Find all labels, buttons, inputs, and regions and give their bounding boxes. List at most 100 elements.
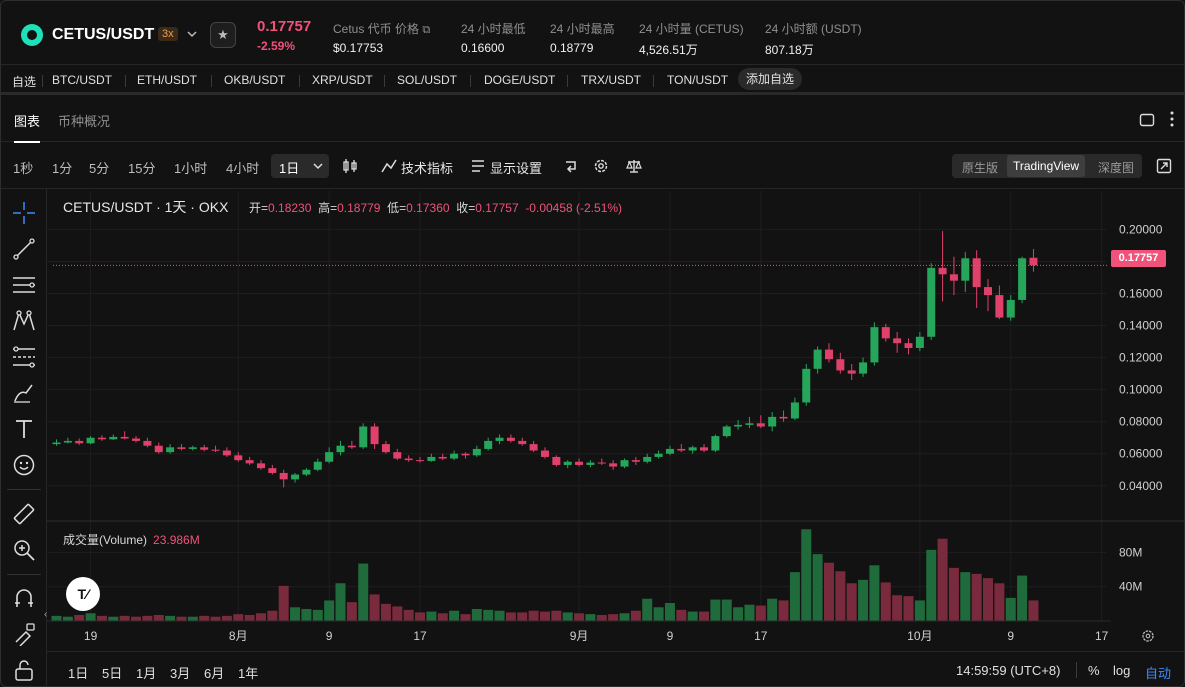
indicators-icon[interactable]: [381, 158, 397, 174]
volume-bar: [914, 600, 925, 621]
range-6m[interactable]: 6月: [204, 666, 225, 681]
drawing-tools: [1, 189, 47, 686]
timeframe-4h[interactable]: 4小时: [226, 161, 260, 176]
tradingview-logo-icon[interactable]: T⁄: [66, 577, 100, 611]
volume-bar: [869, 565, 880, 621]
view-depth-button[interactable]: 深度图: [1098, 161, 1135, 175]
candle-body: [75, 440, 84, 444]
window-mode-icon[interactable]: [1139, 113, 1155, 127]
favorite-item[interactable]: XRP/USDT: [312, 73, 373, 87]
percent-toggle[interactable]: %: [1088, 663, 1100, 678]
divider: [211, 75, 212, 87]
undo-icon[interactable]: [563, 158, 579, 174]
display-settings-icon[interactable]: [470, 158, 486, 174]
favorite-item[interactable]: TRX/USDT: [581, 73, 641, 87]
more-options-icon[interactable]: [1169, 110, 1175, 128]
view-tradingview-button[interactable]: TradingView: [1007, 155, 1086, 177]
timeframe-select[interactable]: 1日: [271, 154, 329, 178]
text-tool-icon[interactable]: [12, 417, 36, 441]
lock-drawing-icon[interactable]: [12, 622, 36, 646]
volume-bar: [778, 600, 789, 621]
volume-bar: [789, 572, 800, 621]
axis-settings-icon[interactable]: [1142, 630, 1154, 642]
range-1d[interactable]: 1日: [68, 666, 89, 681]
volume-bar: [903, 596, 914, 621]
time-axis[interactable]: 19 8月 9 17 9月 9 17 10月 9 17: [84, 629, 1109, 643]
volume-bar: [176, 616, 187, 621]
scale-icon[interactable]: [626, 158, 642, 174]
range-1y[interactable]: 1年: [238, 666, 259, 681]
favorite-item[interactable]: OKB/USDT: [224, 73, 286, 87]
range-1m[interactable]: 1月: [136, 666, 157, 681]
lock-icon[interactable]: [12, 658, 36, 682]
candle-body: [86, 437, 95, 444]
view-native-button[interactable]: 原生版: [962, 161, 999, 175]
divider: [7, 574, 41, 575]
emoji-icon[interactable]: [12, 453, 36, 477]
volume-bar: [823, 562, 834, 621]
candle-type-icon[interactable]: [342, 158, 358, 174]
favorites-label[interactable]: 自选: [12, 75, 37, 89]
volume-bar: [960, 572, 971, 621]
timeframe-15m[interactable]: 15分: [128, 161, 156, 176]
volume-bar: [471, 609, 482, 621]
ruler-icon[interactable]: [12, 502, 36, 526]
candle-body: [881, 327, 890, 339]
fullscreen-icon[interactable]: [1156, 158, 1172, 174]
favorite-item[interactable]: BTC/USDT: [52, 73, 112, 87]
price-tick-label: 0.06000: [1119, 447, 1163, 461]
candles: [52, 231, 1038, 488]
candle-body: [438, 456, 447, 459]
horizontal-lines-icon[interactable]: [12, 273, 36, 297]
price-change: -2.59%: [257, 39, 296, 53]
favorite-star-button[interactable]: ★: [210, 22, 236, 48]
fib-tool-icon[interactable]: [12, 345, 36, 369]
favorite-item[interactable]: ETH/USDT: [137, 73, 197, 87]
volume-bar: [1028, 600, 1039, 621]
crosshair-icon[interactable]: [12, 201, 36, 225]
collapse-toolbar-icon[interactable]: ‹: [44, 609, 48, 620]
candle-body: [768, 416, 777, 427]
candlestick-chart[interactable]: 0.200000.180000.160000.140000.120000.100…: [47, 189, 1185, 687]
timeframe-1h[interactable]: 1小时: [174, 161, 208, 176]
range-3m[interactable]: 3月: [170, 666, 191, 681]
magnet-icon[interactable]: [12, 586, 36, 610]
favorite-item[interactable]: DOGE/USDT: [484, 73, 556, 87]
external-link-icon[interactable]: ⧉: [422, 24, 431, 36]
zoom-in-icon[interactable]: [12, 538, 36, 562]
volume-bar: [983, 578, 994, 621]
timeframe-1s[interactable]: 1秒: [13, 161, 34, 176]
gear-icon[interactable]: [593, 158, 609, 174]
range-5d[interactable]: 5日: [102, 666, 123, 681]
chevron-down-icon[interactable]: [187, 29, 197, 39]
trend-line-icon[interactable]: [12, 237, 36, 261]
timeframe-5m[interactable]: 5分: [89, 161, 110, 176]
pair-name[interactable]: CETUS/USDT: [52, 26, 155, 43]
favorite-item[interactable]: SOL/USDT: [397, 73, 458, 87]
volume-bar: [937, 538, 948, 621]
timeframe-1m[interactable]: 1分: [52, 161, 73, 176]
price-axis[interactable]: 0.200000.180000.160000.140000.120000.100…: [1119, 222, 1163, 492]
tab-chart[interactable]: 图表: [14, 111, 41, 143]
divider: [1076, 662, 1077, 678]
candle-body: [938, 267, 947, 275]
display-settings-button[interactable]: 显示设置: [490, 161, 543, 176]
pattern-tool-icon[interactable]: [12, 309, 36, 333]
candle-body: [961, 258, 970, 281]
indicators-button[interactable]: 技术指标: [401, 161, 454, 176]
tab-coin-overview[interactable]: 币种概况: [58, 114, 111, 129]
candle-body: [166, 447, 175, 453]
clock[interactable]: 14:59:59 (UTC+8): [956, 663, 1061, 678]
log-toggle[interactable]: log: [1113, 663, 1131, 678]
add-favorite-button[interactable]: 添加自选: [738, 68, 803, 90]
auto-toggle[interactable]: 自动: [1145, 666, 1172, 681]
volume-bar: [153, 615, 164, 621]
favorite-item[interactable]: TON/USDT: [667, 73, 729, 87]
candle-body: [484, 440, 493, 449]
brush-icon[interactable]: [12, 381, 36, 405]
close-label: 收=: [456, 201, 476, 215]
volume-bar: [392, 606, 403, 621]
candle-body: [245, 460, 254, 464]
price-tick-label: 0.10000: [1119, 383, 1163, 397]
price-tick-label: 0.08000: [1119, 415, 1163, 429]
